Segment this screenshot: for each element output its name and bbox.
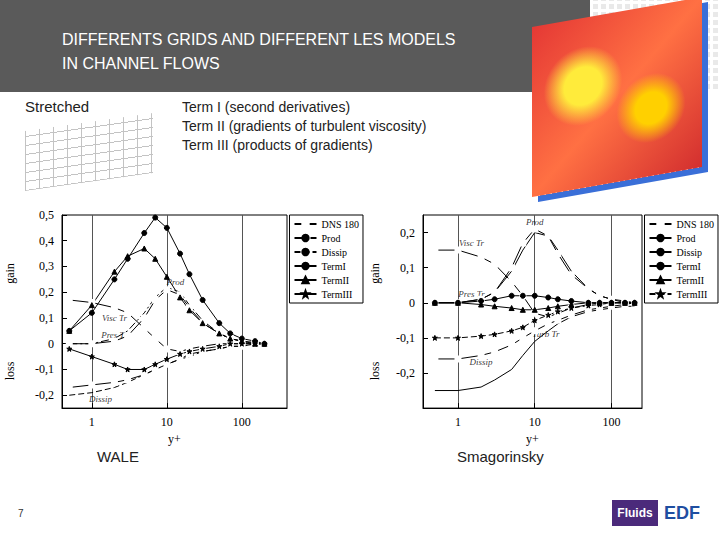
svg-text:Pres Tr: Pres Tr bbox=[458, 289, 485, 299]
svg-text:gain: gain bbox=[3, 263, 17, 284]
svg-text:Prod: Prod bbox=[525, 217, 544, 227]
svg-text:0,4: 0,4 bbox=[39, 234, 54, 248]
svg-text:Prod: Prod bbox=[676, 233, 695, 244]
svg-text:100: 100 bbox=[602, 415, 620, 429]
svg-text:TermI: TermI bbox=[676, 261, 700, 272]
svg-text:0: 0 bbox=[409, 296, 415, 310]
svg-text:gain: gain bbox=[368, 263, 382, 284]
svg-text:Dissip: Dissip bbox=[676, 247, 702, 258]
svg-text:1: 1 bbox=[455, 415, 461, 429]
svg-text:10: 10 bbox=[529, 415, 541, 429]
html-text:IN CHANNEL FLOWS: IN CHANNEL FLOWS bbox=[62, 55, 220, 72]
html-text:DIFFERENTS GRIDS AND DIFFERENT: DIFFERENTS GRIDS AND DIFFERENT LES MODEL… bbox=[62, 31, 456, 48]
svg-text:TermIII: TermIII bbox=[321, 289, 352, 300]
svg-text:-0,1: -0,1 bbox=[35, 362, 54, 376]
svg-text:Dissip: Dissip bbox=[469, 357, 494, 367]
svg-text:0,2: 0,2 bbox=[39, 285, 54, 299]
html-text:Term I (second derivatives): Term I (second derivatives) bbox=[182, 99, 351, 115]
svg-text:y+: y+ bbox=[168, 432, 181, 446]
html-text:Smagorinsky: Smagorinsky bbox=[457, 448, 544, 465]
svg-text:loss: loss bbox=[368, 361, 382, 380]
svg-text:0,3: 0,3 bbox=[39, 259, 54, 273]
svg-text:Turb Tr: Turb Tr bbox=[532, 329, 560, 340]
svg-text:Visc Tr: Visc Tr bbox=[102, 313, 128, 323]
svg-text:-0,2: -0,2 bbox=[35, 388, 54, 402]
html-text:Term II (gradients of turbulen: Term II (gradients of turbulent viscosit… bbox=[182, 118, 427, 134]
svg-text:Visc Tr: Visc Tr bbox=[459, 238, 485, 248]
svg-text:DNS 180: DNS 180 bbox=[676, 219, 714, 230]
html-text:Stretched: Stretched bbox=[25, 98, 90, 115]
svg-text:TermI: TermI bbox=[321, 261, 345, 272]
svg-text:DNS 180: DNS 180 bbox=[321, 219, 359, 230]
svg-text:0: 0 bbox=[48, 337, 54, 351]
svg-text:Prod: Prod bbox=[321, 233, 340, 244]
svg-text:TermII: TermII bbox=[321, 275, 349, 286]
html-text:WALE: WALE bbox=[97, 448, 139, 465]
html-text:Fluids: Fluids bbox=[617, 506, 653, 520]
svg-text:Dissip: Dissip bbox=[321, 247, 347, 258]
svg-text:0,1: 0,1 bbox=[400, 261, 415, 275]
svg-text:0,2: 0,2 bbox=[400, 226, 415, 240]
svg-text:Pres Tr: Pres Tr bbox=[101, 329, 128, 340]
svg-text:TermIII: TermIII bbox=[676, 289, 707, 300]
svg-text:-0,1: -0,1 bbox=[396, 331, 415, 345]
svg-text:TermII: TermII bbox=[676, 275, 704, 286]
svg-text:y+: y+ bbox=[526, 432, 539, 446]
svg-text:loss: loss bbox=[3, 361, 17, 380]
svg-text:1: 1 bbox=[89, 415, 95, 429]
svg-text:-0,2: -0,2 bbox=[396, 366, 415, 380]
svg-text:Dissip: Dissip bbox=[88, 394, 113, 404]
svg-text:0,5: 0,5 bbox=[39, 208, 54, 222]
svg-text:Prod: Prod bbox=[166, 276, 185, 287]
svg-text:10: 10 bbox=[161, 415, 173, 429]
html-text:Term III (products of gradient: Term III (products of gradients) bbox=[182, 137, 373, 153]
html-text:7: 7 bbox=[18, 508, 24, 519]
svg-text:100: 100 bbox=[233, 415, 251, 429]
svg-text:0,1: 0,1 bbox=[39, 311, 54, 325]
html-text:EDF: EDF bbox=[664, 503, 700, 523]
